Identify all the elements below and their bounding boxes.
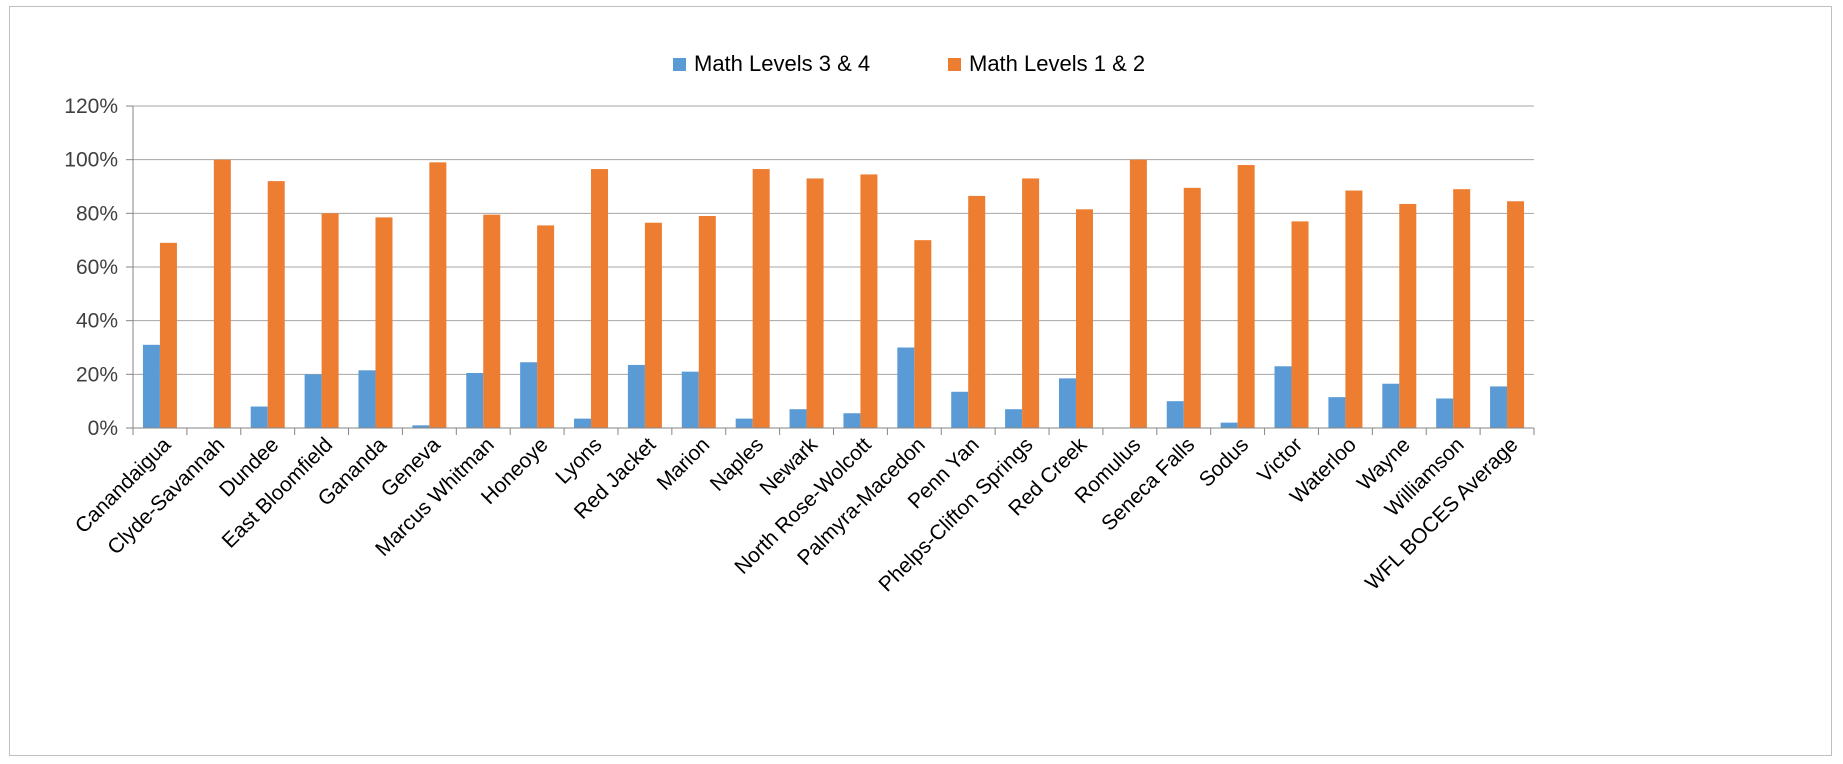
legend-label-series-0: Math Levels 3 & 4: [694, 51, 870, 76]
bar-series-1: [483, 214, 501, 428]
bar-series-0: [466, 372, 484, 428]
bar-series-1: [1129, 159, 1147, 428]
bar-series-1: [914, 240, 932, 428]
bar-series-0: [142, 344, 160, 428]
y-tick-label: 0%: [88, 417, 118, 440]
bars: [142, 159, 1525, 429]
bar-series-1: [591, 169, 609, 428]
bar-series-0: [1382, 383, 1400, 428]
bar-series-0: [520, 362, 538, 428]
bar-series-1: [429, 162, 447, 428]
legend-swatch-series-0: [673, 58, 686, 71]
bar-series-1: [806, 178, 824, 428]
y-tick-label: 40%: [76, 310, 118, 333]
bar-chart: 0% 20% 40% 60% 80% 100% 120% CanandaiguaClyde-…: [64, 51, 1535, 597]
bar-series-1: [752, 169, 770, 428]
bar-series-0: [843, 413, 861, 428]
bar-series-1: [375, 217, 393, 428]
y-tick-label: 20%: [76, 363, 118, 386]
bar-series-0: [1274, 366, 1292, 428]
bar-series-0: [250, 406, 268, 428]
bar-series-0: [358, 370, 376, 428]
chart-frame: 0% 20% 40% 60% 80% 100% 120% Canandaigua Clyde-…: [9, 6, 1832, 756]
bar-series-0: [951, 391, 969, 428]
y-tick-label: 80%: [76, 202, 118, 225]
bar-series-1: [213, 159, 231, 428]
gridlines: [133, 105, 1534, 375]
bar-series-0: [789, 409, 807, 428]
bar-series-0: [304, 374, 322, 428]
x-category-label: Marion: [653, 433, 715, 495]
bar-series-0: [1490, 386, 1508, 428]
bar-series-0: [681, 371, 699, 428]
bar-series-1: [1183, 187, 1201, 428]
bar-series-1: [1291, 221, 1309, 428]
bar-series-1: [644, 222, 662, 428]
bar-series-1: [1237, 165, 1255, 429]
bar-series-1: [968, 195, 986, 428]
bar-series-1: [698, 216, 716, 428]
y-tick-label: 120%: [64, 95, 118, 118]
bar-series-0: [1220, 422, 1238, 428]
x-category-label: Sodus: [1195, 433, 1253, 491]
bar-series-1: [860, 174, 878, 428]
bar-series-0: [627, 364, 645, 428]
bar-series-1: [1507, 201, 1525, 428]
bar-series-0: [735, 418, 753, 428]
bar-series-1: [537, 225, 555, 428]
bar-series-1: [1399, 203, 1417, 428]
bar-series-1: [1345, 190, 1363, 428]
bar-series-1: [321, 213, 339, 428]
legend-label-series-1: Math Levels 1 & 2: [969, 51, 1145, 76]
bar-series-0: [897, 347, 915, 428]
bar-series-0: [574, 418, 592, 428]
y-tick-label: 60%: [76, 256, 118, 279]
legend-swatch-series-1: [948, 58, 961, 71]
bar-series-0: [1005, 409, 1023, 428]
bar-series-0: [1436, 398, 1454, 428]
bar-series-0: [1166, 401, 1184, 428]
bar-series-0: [1058, 378, 1076, 428]
bar-series-1: [159, 242, 177, 428]
y-axis-ticks: 0% 20% 40% 60% 80% 100% 120%: [64, 95, 118, 440]
y-tick-label: 100%: [64, 149, 118, 172]
axes: [126, 105, 1535, 435]
legend: Math Levels 3 & 4 Math Levels 1 & 2: [673, 51, 1145, 76]
bar-series-1: [1075, 209, 1093, 428]
bar-series-1: [1022, 178, 1040, 428]
bar-series-1: [267, 181, 285, 428]
bar-series-0: [412, 425, 430, 428]
bar-series-1: [1453, 189, 1471, 428]
bar-series-0: [1328, 397, 1346, 428]
